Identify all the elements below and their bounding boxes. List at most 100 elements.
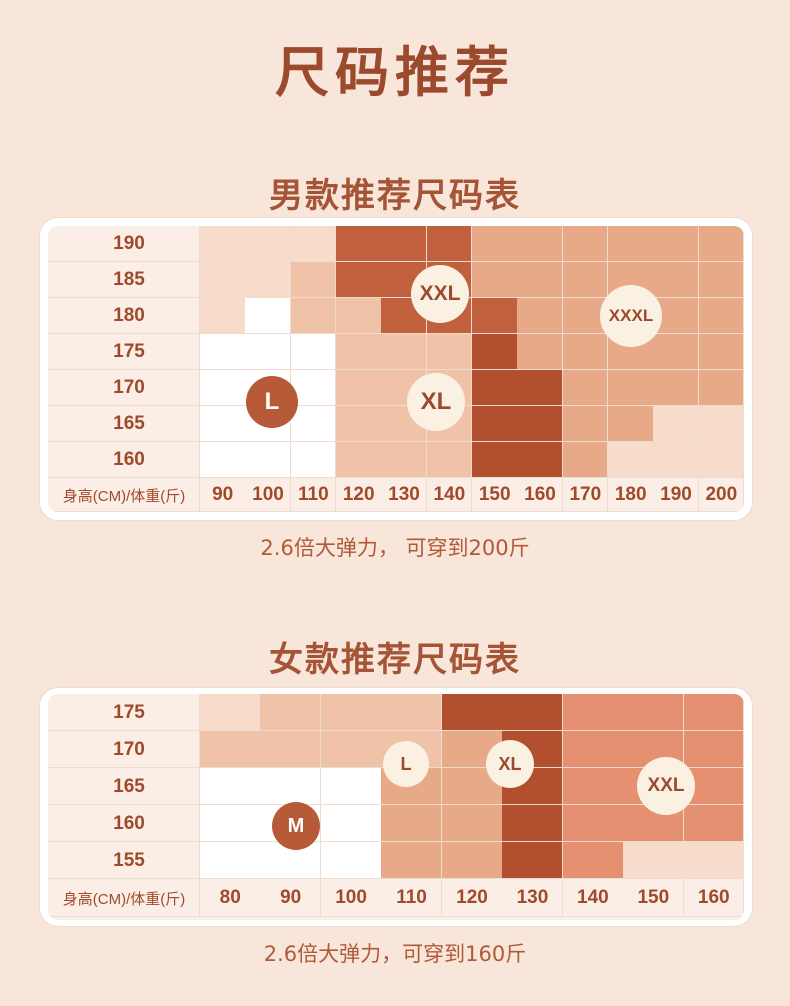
size-cell: [200, 842, 261, 879]
weight-cell: [683, 879, 744, 917]
size-cell: [517, 370, 564, 406]
row-label-cell: [48, 262, 200, 298]
size-cell: [698, 442, 744, 478]
size-cell: [200, 226, 246, 262]
row-label-cell: [48, 694, 200, 731]
size-cell: [426, 442, 473, 478]
axis-label: 身高(CM)/体重(斤): [62, 487, 186, 505]
size-badge-xl: XL: [407, 373, 465, 431]
size-cell: [200, 298, 246, 334]
weight-label: 80: [219, 887, 241, 908]
men-size-chart: 190 185 180 175 170 165 160 身高(CM)/体重(斤) 90 100 11…: [40, 218, 752, 520]
row-label-cell: [48, 805, 200, 842]
size-cell: [517, 442, 564, 478]
size-badge-m: M: [272, 802, 320, 850]
size-cell: [381, 694, 443, 731]
row-label-cell: [48, 731, 200, 768]
row-label-cell: [48, 226, 200, 262]
size-cell: [562, 805, 624, 842]
weight-cell: [472, 478, 518, 512]
weight-cell: [426, 478, 473, 512]
page-title: 尺码推荐: [275, 41, 515, 104]
weight-cell: [200, 879, 261, 917]
size-cell: [562, 334, 609, 370]
size-cell: [381, 842, 443, 879]
size-cell: [683, 694, 744, 731]
size-cell: [562, 406, 609, 442]
size-cell: [200, 805, 261, 842]
size-cell: [441, 694, 503, 731]
size-cell: [245, 334, 292, 370]
size-cell: [260, 731, 322, 768]
size-cell: [200, 442, 246, 478]
size-cell: [381, 334, 428, 370]
row-label-cell: [48, 406, 200, 442]
size-cell: [336, 226, 382, 262]
size-cell: [200, 262, 246, 298]
size-cell: [472, 334, 518, 370]
row-label-cell: [48, 370, 200, 406]
size-cell: [683, 731, 744, 768]
size-cell: [562, 694, 624, 731]
size-cell: [698, 262, 744, 298]
height-label: 160: [113, 449, 145, 470]
size-cell: [653, 334, 700, 370]
weight-cell: [441, 879, 503, 917]
men-grid: 190 185 180 175 170 165 160 身高(CM)/体重(斤) 90 100 11…: [48, 226, 744, 512]
size-cell: [698, 298, 744, 334]
row-label-cell: [48, 442, 200, 478]
weight-cell: [290, 478, 337, 512]
size-cell: [320, 768, 382, 805]
axis-label-cell: [48, 879, 200, 917]
weight-label: 160: [524, 484, 556, 505]
size-cell: [290, 262, 337, 298]
weight-label: 190: [660, 484, 692, 505]
size-cell: [698, 334, 744, 370]
weight-label: 200: [705, 484, 738, 505]
men-note: 2.6倍大弹力， 可穿到200斤: [260, 536, 530, 560]
weight-label: 120: [456, 887, 488, 908]
size-cell: [653, 406, 700, 442]
size-cell: [608, 442, 654, 478]
size-cell: [441, 805, 503, 842]
size-cell: [200, 406, 246, 442]
size-cell: [608, 370, 654, 406]
size-cell: [200, 768, 261, 805]
weight-cell: [517, 478, 564, 512]
weight-cell: [200, 478, 246, 512]
weight-label: 100: [335, 887, 367, 908]
size-cell: [502, 805, 564, 842]
weight-cell: [320, 879, 382, 917]
size-cell: [381, 226, 428, 262]
size-cell: [245, 262, 292, 298]
men-chart-title: 男款推荐尺码表: [269, 176, 521, 216]
size-cell: [200, 370, 246, 406]
size-cell: [200, 694, 261, 731]
size-badge-l: L: [383, 741, 429, 787]
weight-cell: [562, 478, 609, 512]
size-cell: [336, 262, 382, 298]
size-cell: [245, 226, 292, 262]
size-cell: [517, 262, 564, 298]
size-badge-l: L: [246, 376, 298, 428]
size-cell: [502, 694, 564, 731]
weight-label: 130: [388, 484, 420, 505]
row-label-cell: [48, 842, 200, 879]
size-cell: [472, 262, 518, 298]
size-cell: [200, 731, 261, 768]
weight-cell: [608, 478, 654, 512]
size-cell: [562, 768, 624, 805]
size-cell: [290, 298, 337, 334]
size-cell: [562, 370, 609, 406]
size-cell: [472, 226, 518, 262]
weight-label: 130: [516, 887, 549, 908]
size-badge-xxl: XXL: [411, 265, 469, 323]
size-cell: [472, 442, 518, 478]
size-cell: [653, 442, 700, 478]
weight-cell: [698, 478, 744, 512]
row-label-cell: [48, 768, 200, 805]
size-cell: [472, 370, 518, 406]
size-cell: [472, 298, 518, 334]
size-cell: [336, 334, 382, 370]
size-cell: [336, 406, 382, 442]
